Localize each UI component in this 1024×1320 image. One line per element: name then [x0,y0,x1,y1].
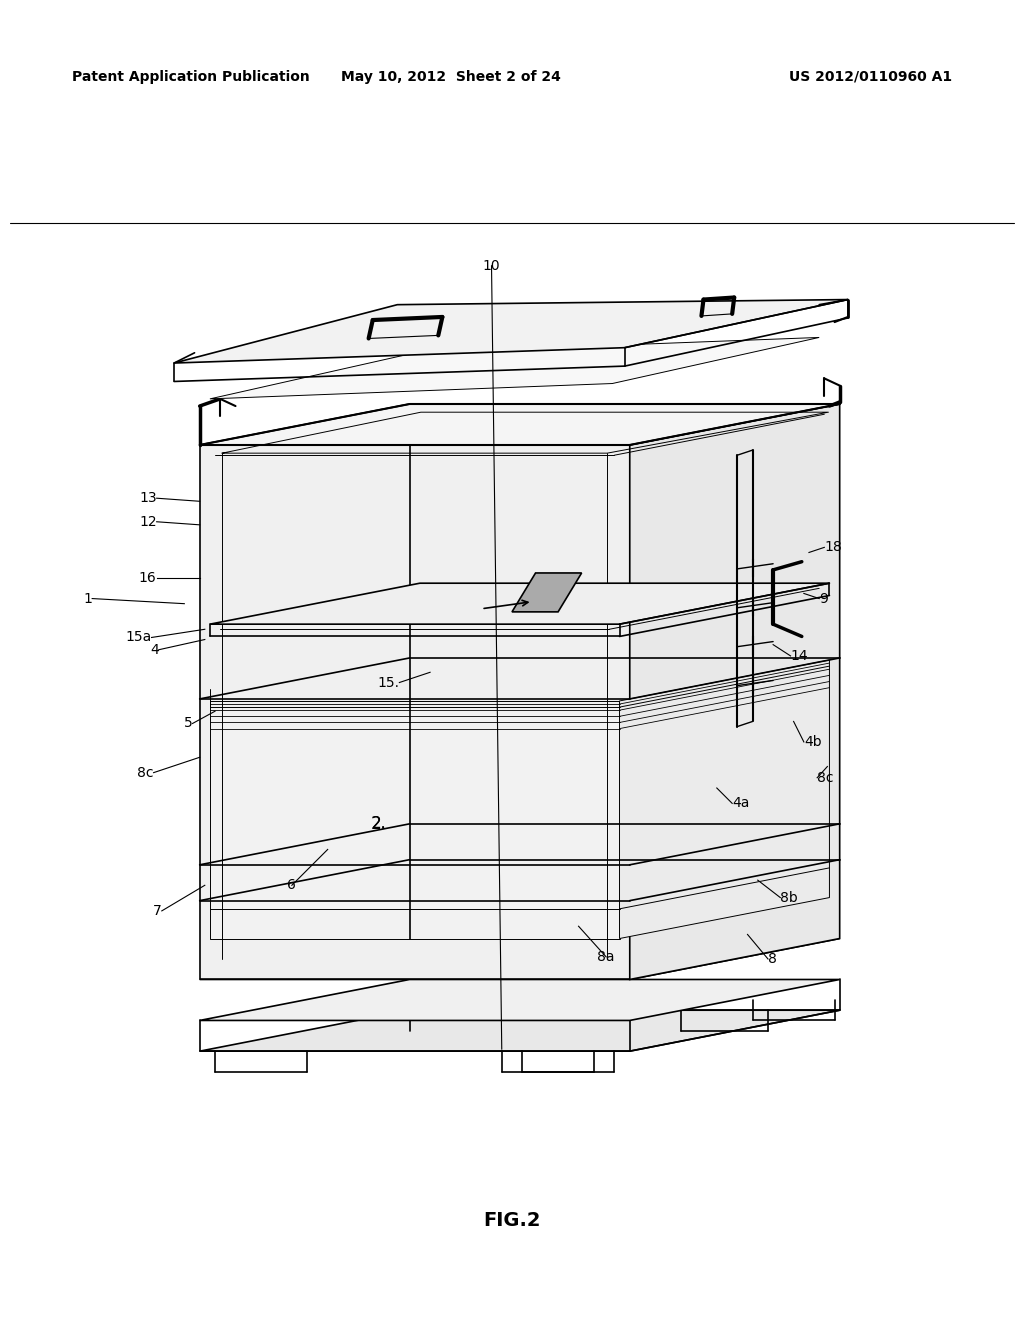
Polygon shape [512,573,582,612]
Polygon shape [210,701,620,939]
Polygon shape [210,583,829,624]
Text: 12: 12 [139,515,157,529]
Polygon shape [200,404,840,445]
Text: 8c: 8c [137,766,154,780]
Polygon shape [174,300,848,363]
Polygon shape [210,338,819,399]
Text: 4a: 4a [732,796,750,810]
Text: 16: 16 [139,572,157,585]
Text: 8b: 8b [780,891,798,904]
Text: Patent Application Publication: Patent Application Publication [72,70,309,83]
Polygon shape [200,1010,840,1051]
Text: 15.: 15. [378,676,399,689]
Text: 2.: 2. [371,814,387,833]
Text: May 10, 2012  Sheet 2 of 24: May 10, 2012 Sheet 2 of 24 [341,70,560,83]
Text: 2.: 2. [372,816,386,832]
Polygon shape [200,445,630,979]
Text: 14: 14 [791,649,808,663]
Text: 9: 9 [819,591,828,606]
Text: 8c: 8c [817,771,834,785]
Text: 4: 4 [150,643,159,657]
Text: 18: 18 [824,540,842,554]
Text: 15a: 15a [125,631,152,644]
Text: 7: 7 [153,904,162,917]
Text: US 2012/0110960 A1: US 2012/0110960 A1 [790,70,952,83]
Polygon shape [200,979,840,1020]
Text: 8: 8 [768,952,777,966]
Text: 6: 6 [288,878,296,892]
Polygon shape [630,404,840,979]
Text: 1: 1 [83,591,92,606]
Text: 8a: 8a [597,950,615,964]
Text: 10: 10 [482,259,501,273]
Text: FIG.2: FIG.2 [483,1212,541,1230]
Text: 4b: 4b [804,735,821,748]
Text: 5: 5 [183,717,193,730]
Polygon shape [200,939,840,979]
Text: 13: 13 [139,491,157,506]
Polygon shape [620,660,829,939]
